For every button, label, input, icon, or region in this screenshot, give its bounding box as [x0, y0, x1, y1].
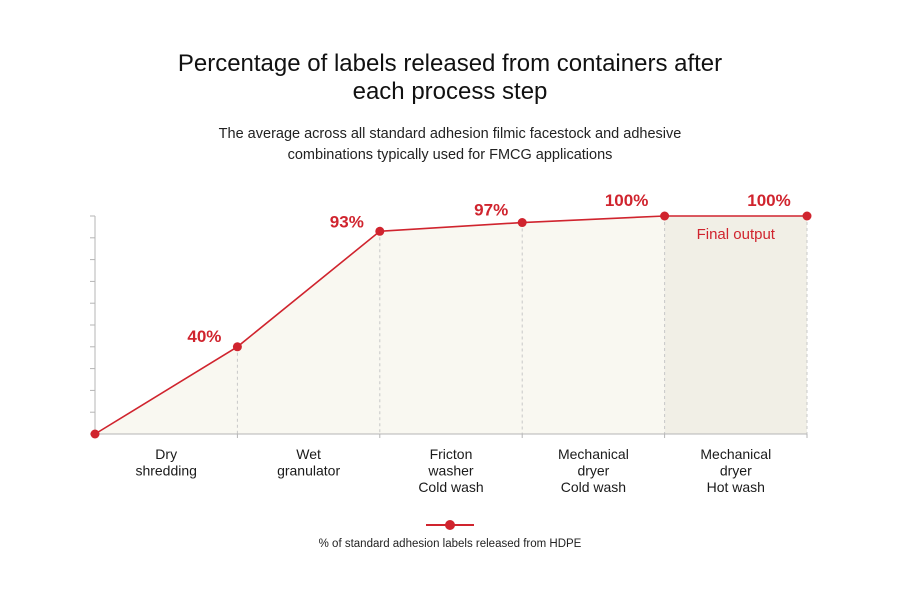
data-label: 100%: [605, 191, 648, 210]
x-category-label: Dry shredding: [135, 446, 197, 479]
legend-label: % of standard adhesion labels released f…: [318, 538, 582, 550]
x-category-label-line: granulator: [277, 463, 340, 479]
x-category-label: Mechanical dryer Cold wash: [558, 446, 629, 495]
chart-subtitle-line-1: The average across all standard adhesion…: [218, 126, 682, 142]
x-category-label: Wet granulator: [277, 446, 340, 479]
chart-subtitle: The average across all standard adhesion…: [0, 124, 900, 166]
data-label: 93%: [330, 212, 364, 231]
final-output-band: [664, 216, 807, 434]
data-label: 100%: [747, 191, 790, 210]
x-category-label-line: washer: [427, 463, 473, 479]
x-category-label-line: dryer: [720, 463, 752, 479]
chart-subtitle-line-2: combinations typically used for FMCG app…: [287, 147, 613, 163]
legend-dot-swatch: [445, 520, 455, 530]
data-label: 97%: [474, 201, 508, 220]
data-point: [517, 218, 527, 228]
data-point: [90, 429, 100, 439]
data-point: [375, 226, 385, 236]
data-point: [802, 211, 812, 221]
series-line: [94, 215, 807, 435]
x-category-label-line: Dry: [155, 446, 177, 462]
final-output-label: Final output: [697, 226, 776, 243]
x-category-label: Fricton washer Cold wash: [418, 446, 483, 495]
x-category-label-line: Mechanical: [700, 446, 771, 462]
x-category-label-line: Mechanical: [558, 446, 629, 462]
area-fill: [95, 216, 807, 434]
x-category-label: Mechanical dryer Hot wash: [700, 446, 771, 495]
data-point: [660, 211, 670, 221]
x-category-label-line: shredding: [135, 463, 197, 479]
x-category-label-line: Cold wash: [418, 479, 483, 495]
x-category-label-line: Cold wash: [561, 479, 626, 495]
x-category-label-line: Fricton: [430, 446, 473, 462]
x-category-label-line: dryer: [577, 463, 609, 479]
chart-title-line-1: Percentage of labels released from conta…: [177, 50, 723, 77]
x-category-label-line: Hot wash: [707, 479, 765, 495]
data-point: [232, 342, 242, 352]
data-label: 40%: [187, 327, 221, 346]
chart-title: Percentage of labels released from conta…: [0, 50, 900, 106]
x-category-label-line: Wet: [296, 446, 321, 462]
chart-title-line-2: each process step: [352, 78, 548, 105]
